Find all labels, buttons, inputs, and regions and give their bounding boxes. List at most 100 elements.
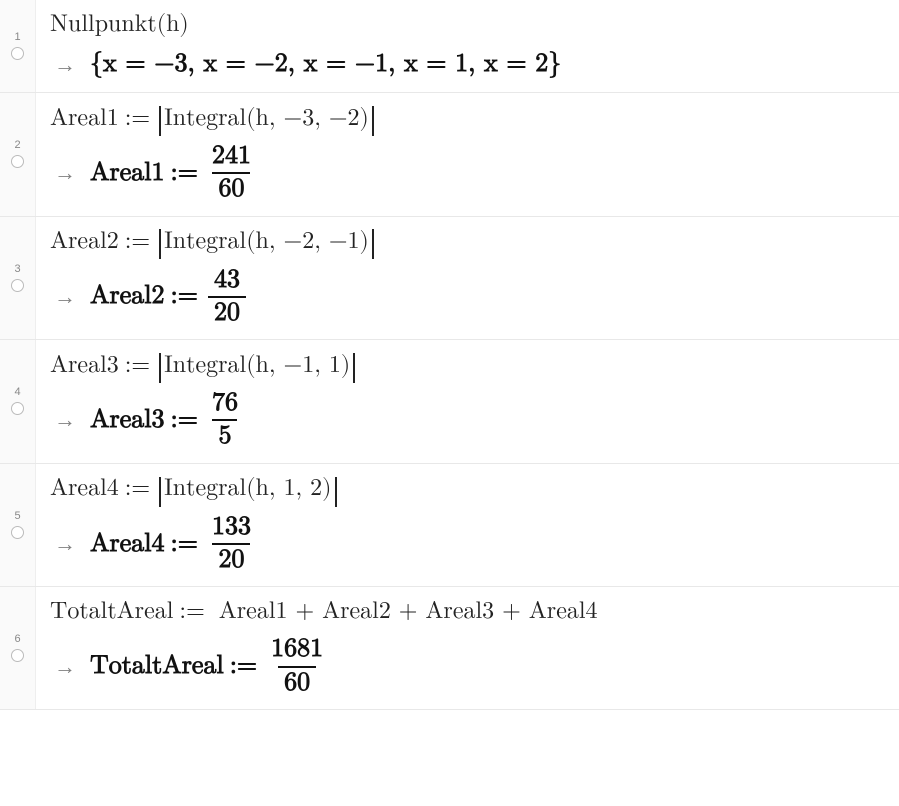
cell-gutter: 4 [0,340,36,463]
cell-content: Areal1 := Integral(h, −3, −2) → Areal1 :… [36,93,899,216]
cas-cell[interactable]: 2 Areal1 := Integral(h, −3, −2) → Areal1… [0,93,899,217]
cell-output: → Areal1 := 241 60 [50,143,885,204]
denominator: 60 [212,172,250,203]
cell-input[interactable]: Areal4 := Integral(h, 1, 2) [50,474,885,504]
row-number: 6 [14,634,20,645]
output-var: Areal4 [90,529,164,560]
cas-cell[interactable]: 1 Nullpunkt(h) → { x = −3, x = −2, x = −… [0,0,899,93]
row-number: 2 [14,140,20,151]
output-math: Areal1 := 241 60 [90,143,259,204]
cell-gutter: 2 [0,93,36,216]
abs-bar-left-icon [159,106,161,136]
abs-bar-left-icon [159,477,161,507]
input-var: Areal2 [50,227,119,256]
cell-output: → TotaltAreal := 1681 60 [50,636,885,697]
cas-cell[interactable]: 5 Areal4 := Integral(h, 1, 2) → Areal4 :… [0,464,899,588]
output-var: Areal2 [90,281,164,312]
output-math: Areal3 := 76 5 [90,390,246,451]
row-marker-icon[interactable] [11,649,24,662]
output-math: Areal2 := 43 20 [90,267,250,328]
row-marker-icon[interactable] [11,526,24,539]
abs-bar-left-icon [159,353,161,383]
cell-content: Areal2 := Integral(h, −2, −1) → Areal2 :… [36,217,899,340]
assign-op: := [179,597,204,626]
input-args: h, −2, −1 [256,227,360,256]
input-args: h, −1, 1 [256,351,341,380]
assign-op: := [125,351,150,380]
denominator: 60 [278,666,316,697]
output-arrow-icon: → [54,531,76,557]
assign-op: := [170,158,197,189]
assign-op: := [170,529,197,560]
assign-op: := [125,227,150,256]
assign-op: := [170,281,197,312]
row-number: 3 [14,264,20,275]
numerator: 76 [208,390,242,419]
cell-input[interactable]: Nullpunkt(h) [50,10,885,39]
abs-bar-right-icon [353,353,355,383]
output-math: { x = −3, x = −2, x = −1, x = 1, x = 2 } [90,49,561,80]
output-math: Areal4 := 133 20 [90,514,259,575]
assign-op: := [230,651,257,682]
input-fn: Integral [164,474,246,503]
output-arrow-icon: → [54,654,76,680]
fraction: 241 60 [208,143,255,204]
numerator: 43 [210,267,244,296]
row-marker-icon[interactable] [11,47,24,60]
cell-input[interactable]: Areal3 := Integral(h, −1, 1) [50,350,885,380]
rbrace: } [548,49,561,80]
row-number: 1 [14,32,20,43]
row-number: 4 [14,387,20,398]
cell-gutter: 5 [0,464,36,587]
abs-bar-right-icon [372,106,374,136]
output-math: TotaltAreal := 1681 60 [90,636,331,697]
cell-output: → Areal3 := 76 5 [50,390,885,451]
abs-bar-right-icon [372,229,374,259]
set-items: x = −3, x = −2, x = −1, x = 1, x = 2 [103,49,548,80]
assign-op: := [125,104,150,133]
output-var: TotaltAreal [90,651,224,682]
assign-op: := [170,405,197,436]
cas-cell[interactable]: 3 Areal2 := Integral(h, −2, −1) → Areal2… [0,217,899,341]
cas-cell[interactable]: 4 Areal3 := Integral(h, −1, 1) → Areal3 … [0,340,899,464]
fraction: 76 5 [208,390,242,451]
cas-view: 1 Nullpunkt(h) → { x = −3, x = −2, x = −… [0,0,899,710]
abs-bar-right-icon [335,477,337,507]
fraction: 1681 60 [267,636,327,697]
input-fn: Integral [164,227,246,256]
denominator: 20 [212,543,250,574]
cell-content: TotaltAreal := Areal1 + Areal2 + Areal3 … [36,587,899,709]
input-args: h, −3, −2 [256,104,360,133]
cas-cell[interactable]: 6 TotaltAreal := Areal1 + Areal2 + Areal… [0,587,899,710]
abs-bar-left-icon [159,229,161,259]
input-var: Areal1 [50,104,119,133]
input-args: h, 1, 2 [256,474,323,503]
cell-content: Nullpunkt(h) → { x = −3, x = −2, x = −1,… [36,0,899,92]
cell-gutter: 3 [0,217,36,340]
row-marker-icon[interactable] [11,155,24,168]
output-var: Areal1 [90,158,164,189]
cell-content: Areal3 := Integral(h, −1, 1) → Areal3 :=… [36,340,899,463]
input-text: Nullpunkt(h) [50,10,189,39]
row-marker-icon[interactable] [11,402,24,415]
cell-input[interactable]: Areal1 := Integral(h, −3, −2) [50,103,885,133]
cell-gutter: 6 [0,587,36,709]
fraction: 133 20 [208,514,255,575]
lbrace: { [90,49,103,80]
input-var: Areal3 [50,351,119,380]
output-var: Areal3 [90,405,164,436]
cell-input[interactable]: TotaltAreal := Areal1 + Areal2 + Areal3 … [50,597,885,626]
denominator: 5 [212,419,237,450]
input-fn: Integral [164,351,246,380]
cell-output: → { x = −3, x = −2, x = −1, x = 1, x = 2… [50,49,885,80]
input-var: Areal4 [50,474,119,503]
cell-output: → Areal4 := 133 20 [50,514,885,575]
output-arrow-icon: → [54,52,76,78]
output-arrow-icon: → [54,160,76,186]
row-marker-icon[interactable] [11,279,24,292]
cell-input[interactable]: Areal2 := Integral(h, −2, −1) [50,227,885,257]
input-rhs: Areal1 + Areal2 + Areal3 + Areal4 [219,597,598,626]
cell-output: → Areal2 := 43 20 [50,267,885,328]
input-var: TotaltAreal [50,597,173,626]
numerator: 133 [208,514,255,543]
